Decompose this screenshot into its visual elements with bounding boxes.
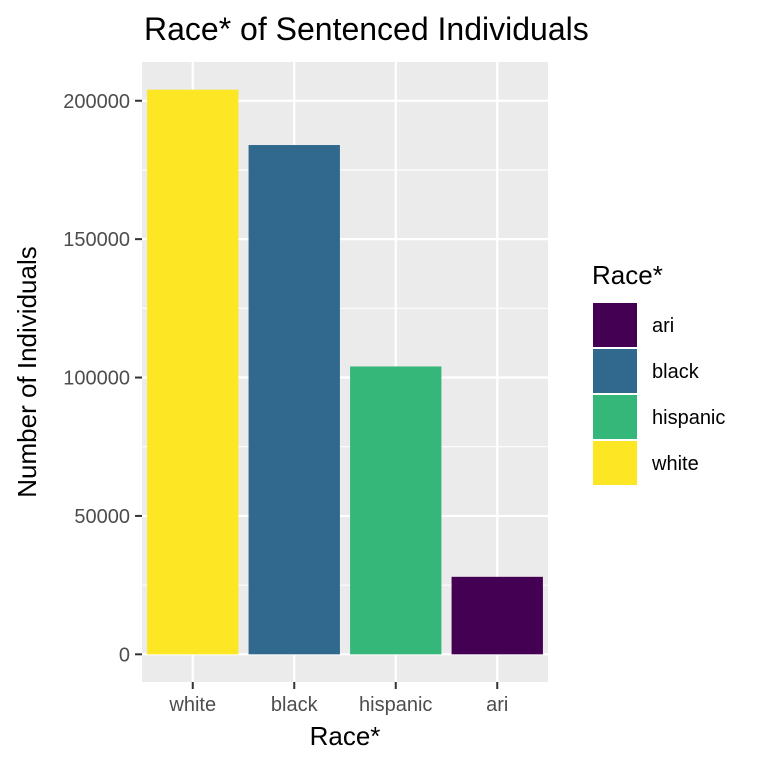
x-tick-label: white	[168, 694, 216, 716]
x-tick-label: ari	[486, 694, 508, 716]
y-tick-label: 200000	[63, 91, 130, 113]
bar-hispanic	[350, 366, 442, 655]
y-axis: 0 50000 100000 150000 200000	[63, 91, 142, 666]
plot-panel	[142, 62, 548, 682]
y-tick-label: 0	[119, 644, 130, 666]
bar-black	[248, 145, 340, 655]
x-tick-label: black	[271, 694, 319, 716]
legend-key-hispanic	[591, 393, 639, 441]
legend-label-ari: ari	[652, 315, 674, 337]
legend-label-white: white	[651, 453, 699, 475]
legend-key-ari	[591, 301, 639, 349]
legend-label-hispanic: hispanic	[652, 407, 725, 429]
legend-key-white	[591, 439, 639, 487]
y-axis-title: Number of Individuals	[12, 246, 42, 497]
bar-white	[147, 89, 239, 655]
y-tick-label: 50000	[74, 506, 130, 528]
chart-title: Race* of Sentenced Individuals	[144, 11, 589, 47]
legend: Race* ari black hispanic white	[591, 260, 725, 487]
x-axis-title: Race*	[310, 721, 381, 751]
legend-key-black	[591, 347, 639, 395]
y-tick-label: 100000	[63, 368, 130, 390]
x-tick-label: hispanic	[359, 694, 432, 716]
bar-ari	[451, 576, 543, 655]
legend-label-black: black	[652, 361, 700, 383]
legend-title: Race*	[592, 260, 663, 290]
x-axis: white black hispanic ari	[168, 682, 508, 716]
y-tick-label: 150000	[63, 229, 130, 251]
